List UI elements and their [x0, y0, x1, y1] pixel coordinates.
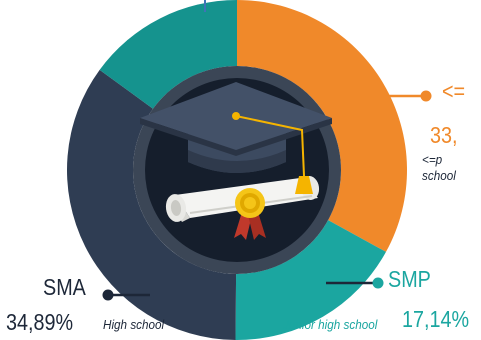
- donut-slice-sma: [67, 69, 237, 340]
- slice-label-sma-category: SMA: [43, 274, 86, 300]
- tassel-icon: [235, 115, 313, 194]
- donut-slice-dark-teal: [99, 0, 238, 109]
- donut-slice-smp: [235, 220, 386, 340]
- slice-label-smp-category: SMP: [388, 266, 431, 292]
- slice-label-orange-percent: 33,: [430, 122, 458, 148]
- donut-slice-orange: [237, 0, 407, 252]
- leader-dot-orange: [420, 90, 432, 102]
- slice-label-orange-category: <=: [442, 78, 466, 104]
- slice-label-smp-percent: 17,14%: [402, 306, 470, 332]
- graduation-cap-and-diploma-icon: [140, 82, 332, 240]
- slice-label-orange-description: <=p school: [422, 152, 456, 183]
- seal-ribbon-icon: [234, 188, 266, 240]
- leader-dot-sma: [102, 289, 114, 301]
- slice-label-sma-description: High school: [103, 317, 165, 332]
- slice-label-sma-percent: 34,89%: [6, 309, 74, 335]
- leader-dot-smp: [372, 277, 384, 289]
- slice-label-smp-description: Junior high school: [283, 317, 378, 332]
